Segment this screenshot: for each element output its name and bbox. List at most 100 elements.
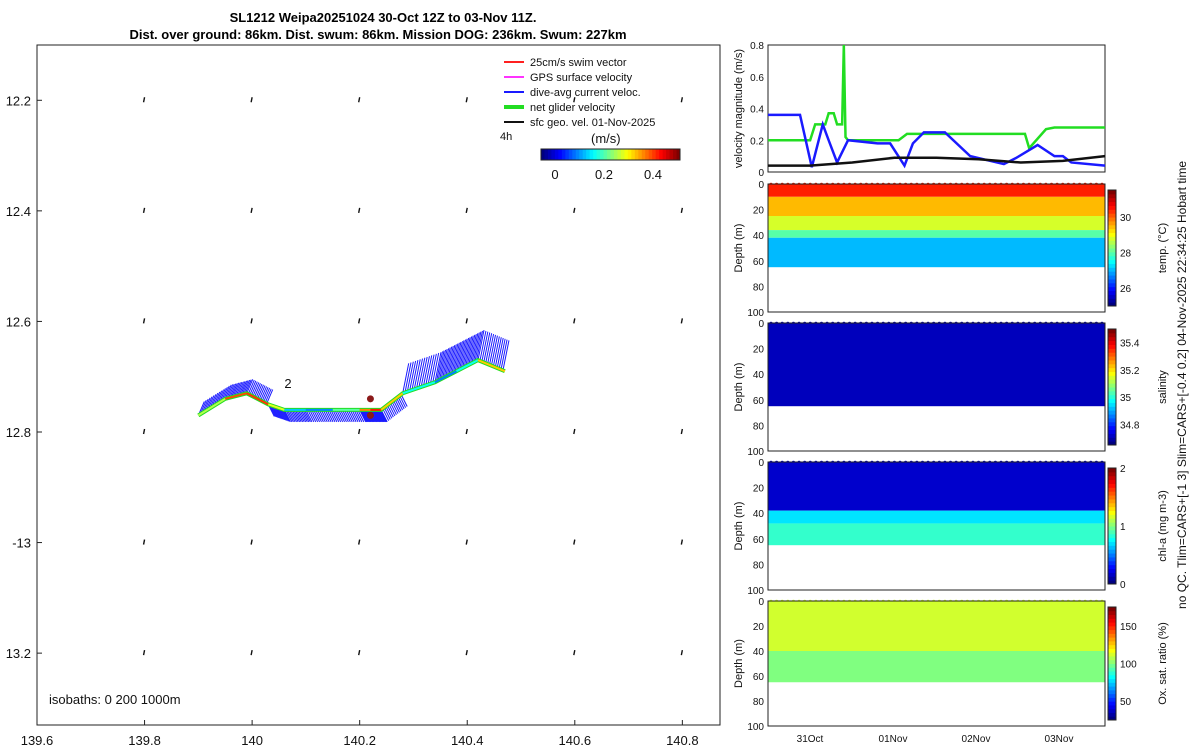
surface-sample: [959, 599, 964, 605]
map-x-tick-label: 139.6: [21, 733, 54, 748]
velocity-y-label: velocity magnitude (m/s): [733, 49, 745, 168]
surface-sample: [858, 321, 863, 327]
surface-sample: [785, 599, 791, 605]
current-vector: [255, 383, 263, 399]
geostrophic-vector: [142, 318, 146, 324]
current-vector: [500, 339, 508, 370]
velocity-y-tick-label: 0.6: [750, 73, 764, 84]
geostrophic-vector: [465, 207, 468, 213]
surface-sample: [897, 599, 903, 605]
colorbar-cell: [1108, 437, 1116, 442]
surface-sample: [1077, 460, 1082, 466]
surface-sample: [965, 460, 970, 466]
depth-tick-label: 60: [753, 396, 765, 407]
colorbar-tick-label: 35.4: [1120, 339, 1140, 350]
colorbar-cell: [1108, 375, 1116, 380]
profile-panel: 0 20 40 60 80 100 Depth (m) 50 100 150 Ox. sat. ra…: [733, 597, 1169, 745]
colorbar-cell: [1108, 363, 1116, 369]
surface-sample: [998, 599, 1004, 605]
surface-sample: [852, 182, 858, 188]
current-vector: [492, 336, 500, 367]
colorbar-cell: [1108, 537, 1116, 542]
surface-sample: [1082, 460, 1088, 466]
panel-frame: [767, 461, 1106, 591]
depth-tick-label: 40: [753, 231, 765, 242]
surface-sample: [875, 599, 880, 605]
depth-tick-label: 20: [753, 484, 765, 495]
surface-sample: [1066, 460, 1071, 466]
time-marker-label: 4h: [500, 131, 512, 143]
surface-sample: [802, 182, 807, 188]
current-vector: [226, 384, 234, 399]
surface-sample: [813, 460, 819, 466]
surface-sample: [965, 321, 970, 327]
colorbar-cell: [565, 149, 570, 160]
geostrophic-vector: [250, 649, 253, 656]
current-vector: [394, 398, 402, 412]
colorbar-cell: [1108, 674, 1116, 680]
surface-sample: [768, 321, 774, 327]
colorbar-cell: [1108, 220, 1116, 226]
geostrophic-vector: [250, 207, 253, 213]
surface-sample: [847, 182, 852, 188]
colorbar-cell: [1108, 678, 1116, 683]
geostrophic-vector: [680, 649, 684, 656]
geostrophic-vector: [573, 539, 576, 545]
surface-sample: [881, 321, 886, 327]
surface-sample: [1077, 599, 1082, 605]
colorbar-cell: [1108, 248, 1116, 253]
track-segment: [477, 359, 506, 373]
surface-sample: [953, 599, 959, 605]
surface-sample: [785, 460, 791, 466]
geostrophic-vector: [465, 318, 468, 324]
depth-tick-label: 80: [753, 697, 765, 708]
surface-sample: [976, 599, 981, 605]
surface-sample: [869, 460, 875, 466]
colorbar-cell: [620, 149, 625, 160]
geostrophic-vector: [680, 207, 684, 213]
colorbar-variable-label: Ox. sat. ratio (%): [1157, 622, 1169, 705]
surface-sample: [1060, 321, 1065, 327]
colorbar-cell: [568, 149, 573, 160]
current-vector: [388, 403, 396, 417]
track-segment: [267, 403, 285, 411]
colorbar-cell: [676, 149, 681, 160]
current-vector: [232, 382, 240, 398]
surface-sample: [813, 599, 819, 605]
colorbar-tick-label: 0.4: [644, 167, 662, 182]
surface-sample: [886, 460, 892, 466]
surface-sample: [852, 321, 858, 327]
colorbar-cell: [589, 149, 594, 160]
surface-sample: [970, 599, 976, 605]
depth-tick-label: 20: [753, 345, 765, 356]
colorbar-cell: [1108, 495, 1116, 500]
geostrophic-vector: [357, 539, 361, 545]
surface-sample: [1010, 182, 1015, 188]
surface-sample: [830, 460, 835, 466]
geostrophic-vector: [142, 649, 146, 656]
legend-item-label: net glider velocity: [530, 102, 615, 114]
current-vector: [247, 379, 255, 395]
surface-sample: [881, 460, 886, 466]
surface-sample: [925, 599, 931, 605]
depth-tick-label: 0: [758, 597, 764, 608]
colorbar-tick-label: 50: [1120, 697, 1132, 708]
geostrophic-vector: [680, 318, 684, 324]
colorbar-cell: [1108, 560, 1116, 566]
current-vector: [230, 383, 238, 398]
colorbar-cell: [1108, 526, 1116, 531]
surface-sample: [774, 182, 779, 188]
current-vector: [469, 333, 477, 365]
velocity-series-line: [768, 154, 1106, 167]
surface-sample: [780, 321, 785, 327]
surface-sample: [1060, 460, 1065, 466]
current-vector: [429, 353, 437, 384]
profile-layer: [768, 601, 1105, 651]
current-vector: [261, 386, 269, 402]
colorbar-units-label: (m/s): [591, 131, 621, 146]
colorbar-cell: [1108, 568, 1116, 573]
colorbar-cell: [1108, 251, 1116, 257]
colorbar-cell: [1108, 479, 1116, 484]
geostrophic-vector: [142, 97, 146, 103]
colorbar-cell: [1108, 712, 1116, 717]
